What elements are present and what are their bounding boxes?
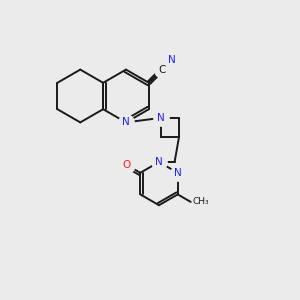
Text: N: N [155, 157, 163, 167]
Text: C: C [158, 65, 165, 75]
Text: N: N [122, 117, 130, 128]
Text: N: N [168, 55, 176, 65]
Text: CH₃: CH₃ [192, 197, 209, 206]
Text: O: O [123, 160, 131, 170]
Text: N: N [174, 168, 182, 178]
Text: N: N [157, 113, 164, 123]
